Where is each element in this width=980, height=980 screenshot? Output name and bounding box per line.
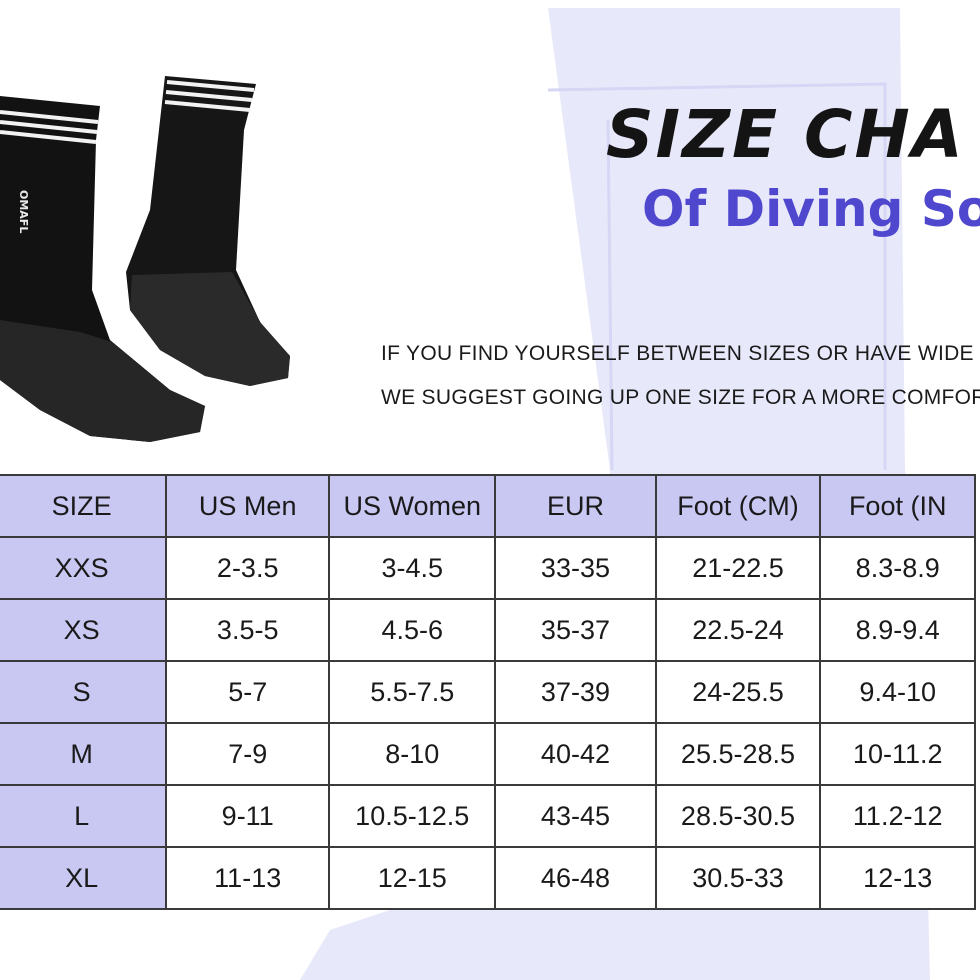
- table-row: M 7-9 8-10 40-42 25.5-28.5 10-11.2: [0, 722, 976, 786]
- foot-cm-cell: 24-25.5: [654, 660, 822, 724]
- foot-cm-cell: 21-22.5: [654, 536, 822, 600]
- us-men-cell: 7-9: [165, 722, 331, 786]
- table-row: L 9-11 10.5-12.5 43-45 28.5-30.5 11.2-12: [0, 784, 976, 848]
- foot-in-cell: 10-11.2: [819, 722, 976, 786]
- foot-in-cell: 12-13: [819, 846, 976, 910]
- foot-in-cell: 11.2-12: [819, 784, 976, 848]
- size-cell: M: [0, 722, 168, 786]
- us-women-cell: 5.5-7.5: [328, 660, 497, 724]
- header-foot-in: Foot (IN: [819, 474, 976, 538]
- sizing-note-line-1: IF YOU FIND YOURSELF BETWEEN SIZES OR HA…: [381, 342, 980, 365]
- eur-cell: 46-48: [494, 846, 657, 910]
- sizing-note-line-2: WE SUGGEST GOING UP ONE SIZE FOR A MORE …: [381, 386, 980, 409]
- table-row: XXS 2-3.5 3-4.5 33-35 21-22.5 8.3-8.9: [0, 536, 976, 600]
- foot-in-cell: 9.4-10: [819, 660, 976, 724]
- us-men-cell: 3.5-5: [165, 598, 331, 662]
- us-men-cell: 11-13: [165, 846, 331, 910]
- eur-cell: 33-35: [494, 536, 657, 600]
- foot-cm-cell: 22.5-24: [654, 598, 822, 662]
- us-women-cell: 4.5-6: [328, 598, 497, 662]
- foot-cm-cell: 28.5-30.5: [654, 784, 822, 848]
- foot-in-cell: 8.9-9.4: [819, 598, 976, 662]
- diving-socks-image: OMAFL: [0, 76, 290, 442]
- size-cell: XL: [0, 846, 168, 910]
- us-women-cell: 12-15: [328, 846, 497, 910]
- us-women-cell: 8-10: [328, 722, 497, 786]
- header-us-women: US Women: [328, 474, 497, 538]
- table-row: XL 11-13 12-15 46-48 30.5-33 12-13: [0, 846, 976, 910]
- header-eur: EUR: [494, 474, 657, 538]
- foot-cm-cell: 30.5-33: [654, 846, 822, 910]
- us-men-cell: 9-11: [165, 784, 331, 848]
- us-men-cell: 2-3.5: [165, 536, 331, 600]
- foot-in-cell: 8.3-8.9: [819, 536, 976, 600]
- eur-cell: 40-42: [494, 722, 657, 786]
- foot-cm-cell: 25.5-28.5: [654, 722, 822, 786]
- size-cell: XS: [0, 598, 168, 662]
- size-cell: XXS: [0, 536, 168, 600]
- table-row: XS 3.5-5 4.5-6 35-37 22.5-24 8.9-9.4: [0, 598, 976, 662]
- eur-cell: 37-39: [494, 660, 657, 724]
- us-men-cell: 5-7: [165, 660, 331, 724]
- us-women-cell: 3-4.5: [328, 536, 497, 600]
- table-header-row: SIZE US Men US Women EUR Foot (CM) Foot …: [0, 474, 976, 538]
- eur-cell: 43-45: [494, 784, 657, 848]
- table-row: S 5-7 5.5-7.5 37-39 24-25.5 9.4-10: [0, 660, 976, 724]
- size-cell: L: [0, 784, 168, 848]
- us-women-cell: 10.5-12.5: [328, 784, 497, 848]
- eur-cell: 35-37: [494, 598, 657, 662]
- size-chart-title: SIZE CHA: [606, 96, 965, 173]
- header-size: SIZE: [0, 474, 168, 538]
- header-foot-cm: Foot (CM): [654, 474, 822, 538]
- header-us-men: US Men: [165, 474, 331, 538]
- brand-logo-text: OMAFL: [17, 190, 30, 233]
- size-chart-subtitle: Of Diving Soc: [642, 180, 980, 238]
- size-chart-table: SIZE US Men US Women EUR Foot (CM) Foot …: [0, 474, 976, 910]
- size-cell: S: [0, 660, 168, 724]
